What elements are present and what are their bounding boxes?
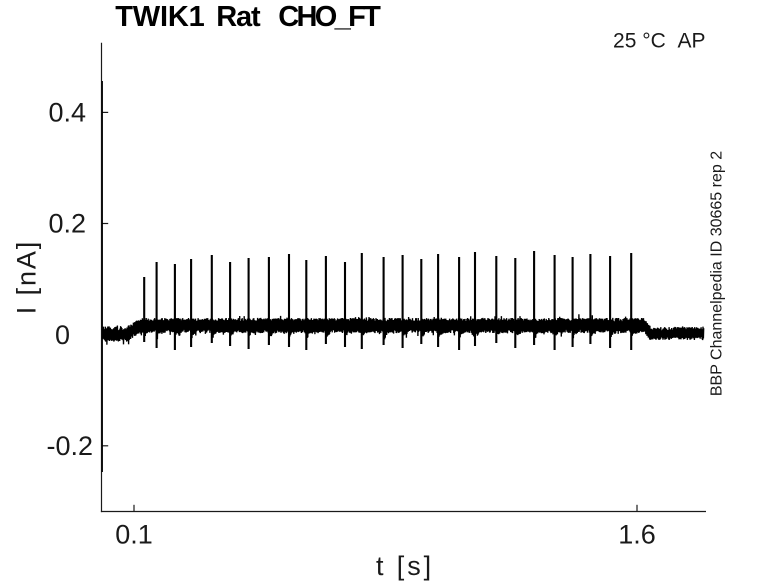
svg-text:0.1: 0.1 <box>115 520 153 550</box>
svg-text:TWIK1: TWIK1 <box>115 1 204 33</box>
svg-text:BBP Channelpedia ID 30665 rep: BBP Channelpedia ID 30665 rep 2 <box>709 151 726 396</box>
svg-text:t [s]: t [s] <box>376 551 434 581</box>
svg-text:I [nA]: I [nA] <box>12 240 42 314</box>
svg-text:25 °C AP: 25 °C AP <box>613 30 705 53</box>
svg-text:0.2: 0.2 <box>48 209 86 239</box>
svg-text:CHO_FT: CHO_FT <box>278 1 381 33</box>
svg-text:0.4: 0.4 <box>48 98 86 128</box>
svg-text:-0.2: -0.2 <box>46 431 93 461</box>
svg-text:1.6: 1.6 <box>618 520 656 550</box>
svg-text:Rat: Rat <box>216 1 261 33</box>
svg-text:0: 0 <box>55 320 70 350</box>
